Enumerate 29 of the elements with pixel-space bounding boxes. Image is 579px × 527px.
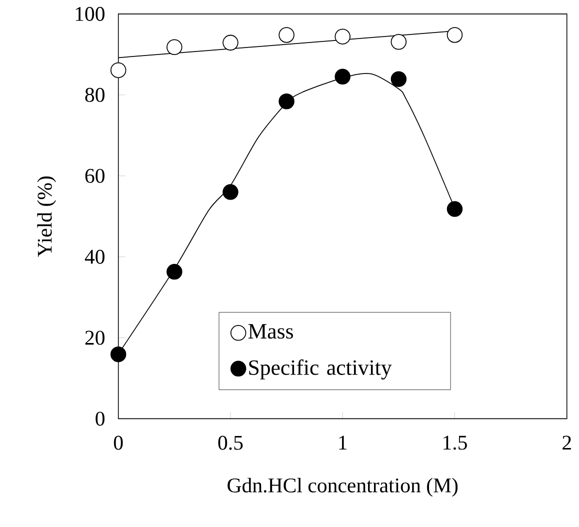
x-axis-title: Gdn.HCl concentration (M) bbox=[228, 478, 458, 497]
point bbox=[166, 39, 182, 55]
y-tick-label: 60 bbox=[85, 168, 104, 183]
point bbox=[110, 62, 126, 78]
point bbox=[222, 34, 238, 51]
point bbox=[222, 184, 238, 200]
point bbox=[334, 28, 350, 44]
y-tick-label: 20 bbox=[85, 330, 104, 345]
legend-label: Specific activity bbox=[249, 359, 392, 380]
point bbox=[278, 93, 294, 110]
point bbox=[334, 68, 350, 85]
y-axis-title: Yield (%) bbox=[37, 176, 56, 257]
x-tick-label: 0 bbox=[114, 436, 123, 450]
point bbox=[110, 346, 126, 362]
x-tick-label: 1 bbox=[339, 436, 347, 450]
x-tick-label: 2 bbox=[562, 436, 571, 450]
point bbox=[278, 27, 294, 43]
x-tick-label: 1.5 bbox=[444, 436, 467, 450]
point bbox=[446, 201, 463, 217]
legend-label: Mass bbox=[248, 324, 293, 339]
point bbox=[446, 27, 463, 43]
y-tick-label: 100 bbox=[76, 6, 104, 21]
y-tick-label: 40 bbox=[84, 250, 104, 264]
point bbox=[390, 71, 407, 87]
y-tick-label: 80 bbox=[85, 88, 104, 102]
x-tick-label: 0.5 bbox=[218, 436, 243, 450]
point bbox=[390, 34, 407, 50]
point bbox=[166, 264, 182, 280]
y-tick-label: 0 bbox=[96, 412, 104, 426]
